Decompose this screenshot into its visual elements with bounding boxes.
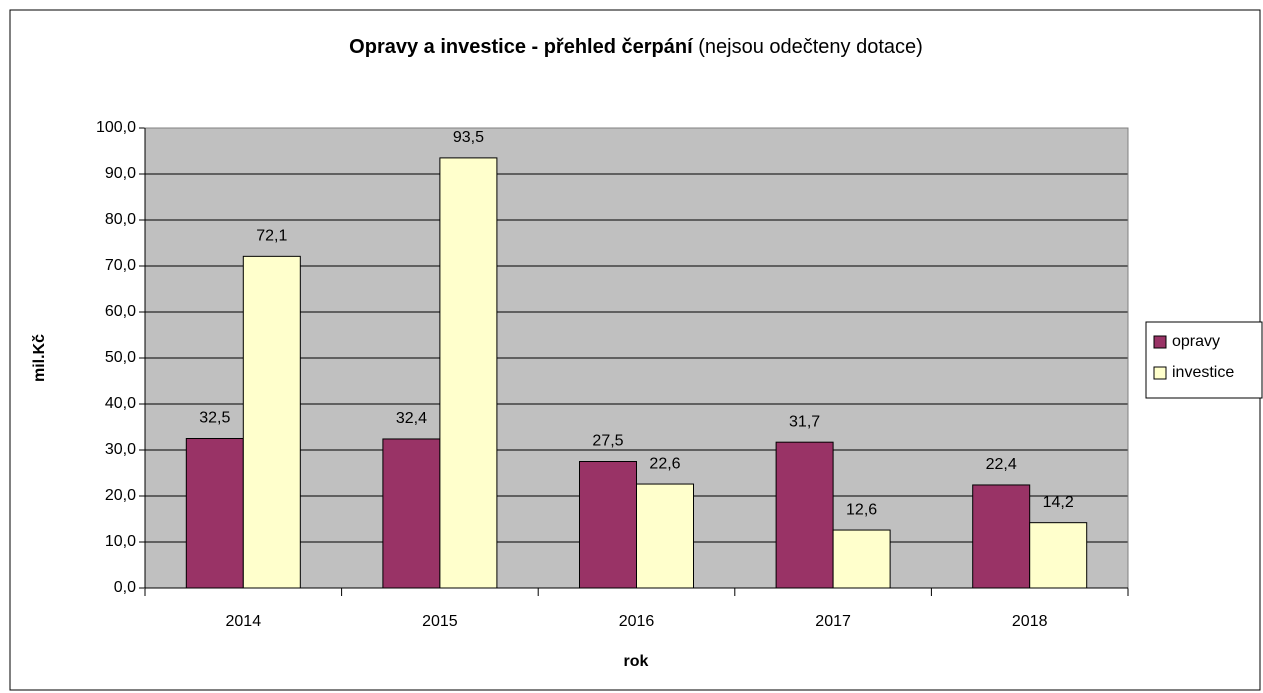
legend-box: [1145, 321, 1263, 399]
bar: [972, 484, 1031, 589]
x-tick-label: 2017: [815, 613, 851, 630]
chart-title: Opravy a investice - přehled čerpání (ne…: [349, 36, 923, 58]
y-tick-label: 80,0: [105, 211, 136, 228]
subtitle: (nejsou odečteny dotace): [698, 36, 923, 58]
bar: [439, 157, 498, 589]
y-tick-label: 30,0: [105, 441, 136, 458]
x-tick-label: 2018: [1012, 613, 1048, 630]
legend-swatch: [1153, 366, 1167, 380]
bar: [579, 461, 637, 589]
data-label: 22,4: [986, 456, 1017, 473]
bar: [1029, 522, 1088, 589]
x-axis-label: rok: [624, 653, 649, 670]
legend-swatch: [1153, 335, 1167, 349]
title: Opravy a investice - přehled čerpání: [349, 36, 694, 58]
data-label: 72,1: [256, 228, 287, 245]
data-label: 27,5: [592, 433, 623, 450]
data-label: 12,6: [846, 501, 877, 518]
data-label: 32,4: [396, 410, 427, 427]
y-tick-label: 70,0: [105, 257, 136, 274]
x-tick-label: 2016: [619, 613, 655, 630]
bar: [382, 438, 441, 589]
bar: [242, 255, 301, 589]
data-label: 31,7: [789, 413, 820, 430]
legend-label: investice: [1172, 364, 1234, 381]
x-tick-label: 2015: [422, 613, 458, 630]
data-label: 93,5: [453, 129, 484, 146]
data-label: 14,2: [1043, 494, 1074, 511]
bar: [832, 529, 891, 589]
data-label: 22,6: [649, 455, 680, 472]
x-tick-label: 2014: [226, 613, 262, 630]
y-tick-label: 50,0: [105, 349, 136, 366]
legend-label: opravy: [1172, 333, 1220, 350]
y-tick-label: 10,0: [105, 533, 136, 550]
y-tick-label: 40,0: [105, 395, 136, 412]
y-tick-label: 0,0: [114, 579, 136, 596]
y-axis-label: mil.Kč: [31, 334, 48, 382]
y-tick-label: 100,0: [96, 119, 136, 136]
y-tick-label: 90,0: [105, 165, 136, 182]
y-tick-label: 20,0: [105, 487, 136, 504]
bar: [775, 441, 834, 589]
bar: [636, 483, 694, 589]
y-tick-label: 60,0: [105, 303, 136, 320]
data-label: 32,5: [199, 410, 230, 427]
bar: [185, 438, 244, 589]
